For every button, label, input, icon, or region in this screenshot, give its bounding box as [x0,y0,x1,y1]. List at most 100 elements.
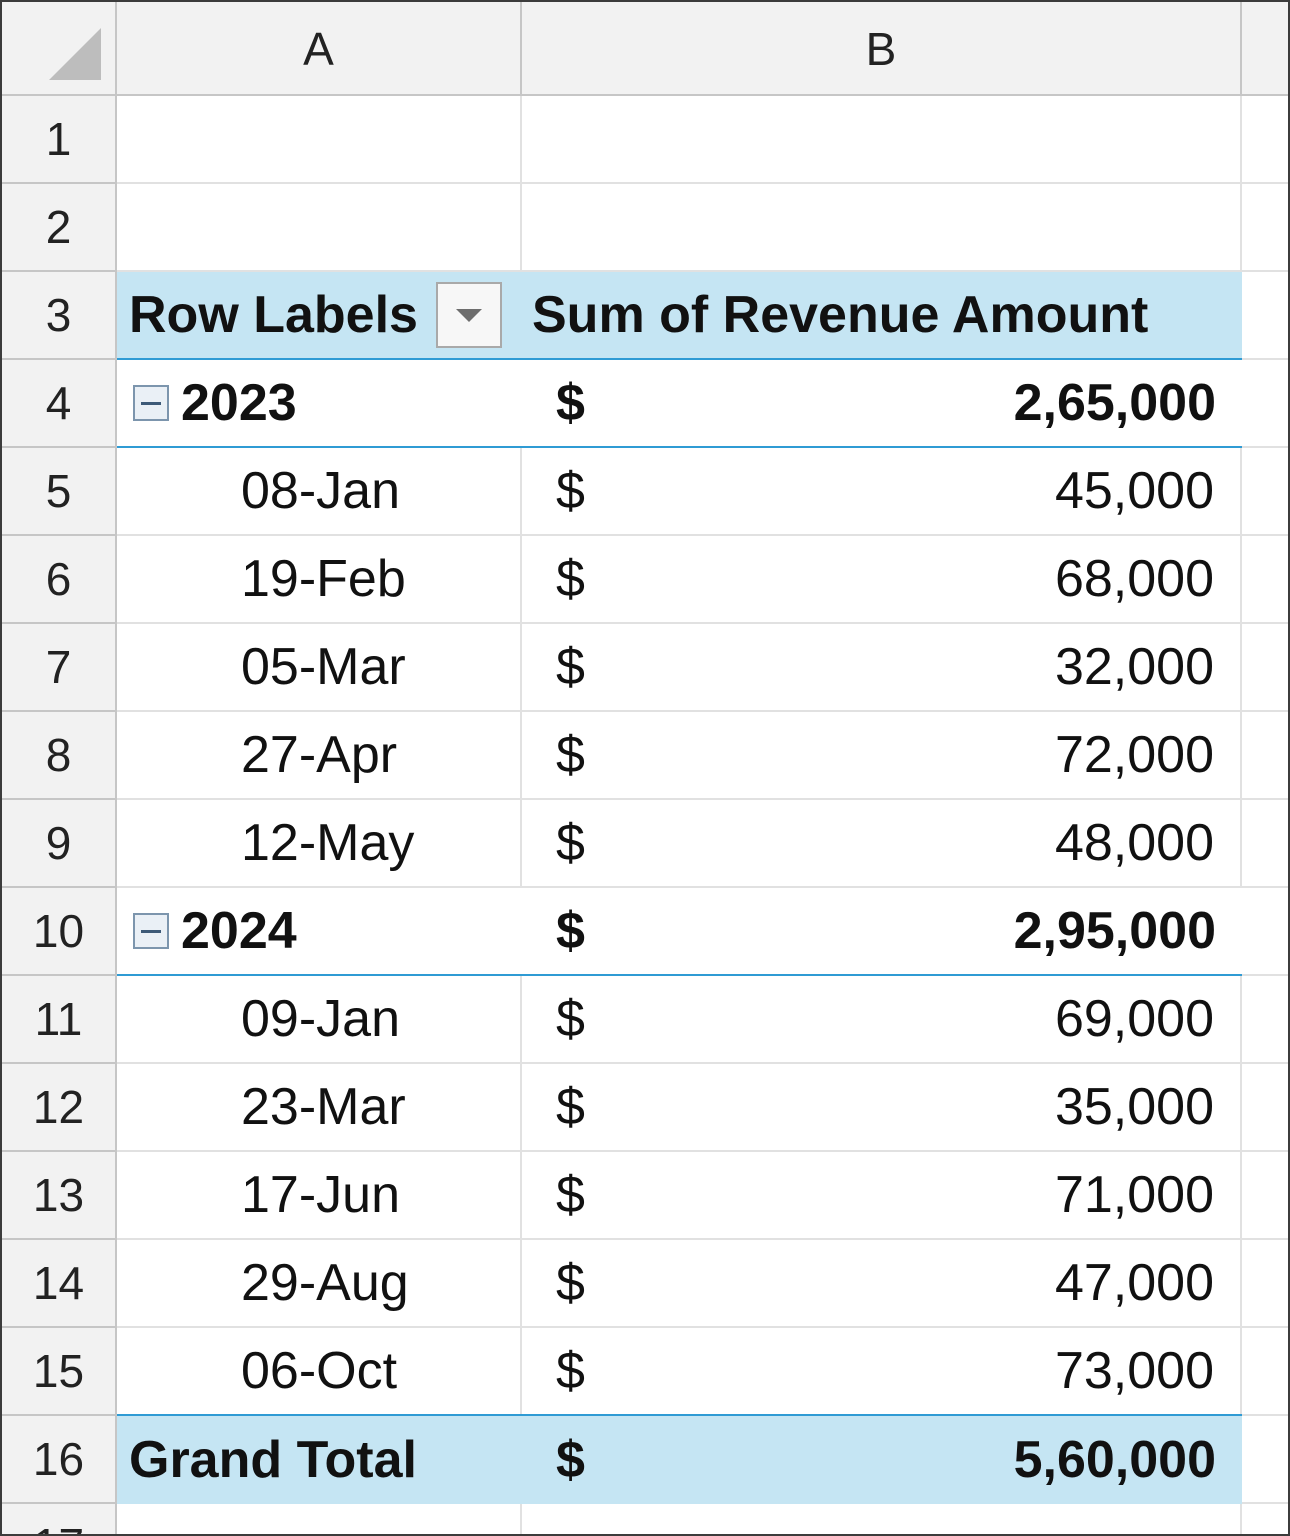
item-label-cell[interactable]: 19-Feb [117,536,522,624]
row-header-1[interactable]: 1 [2,96,117,184]
pivot-header-values[interactable]: Sum of Revenue Amount [522,272,1242,360]
column-header-c[interactable] [1242,2,1288,96]
cell-c1[interactable] [1242,96,1288,184]
item-value: 71,000 [1054,1166,1214,1224]
row-header-5[interactable]: 5 [2,448,117,536]
row-header-8[interactable]: 8 [2,712,117,800]
collapse-minus-icon[interactable] [133,385,169,421]
row-header-2[interactable]: 2 [2,184,117,272]
cell-a2[interactable] [117,184,522,272]
row-header-12[interactable]: 12 [2,1064,117,1152]
item-value-cell[interactable]: $32,000 [522,624,1242,712]
currency-symbol: $ [556,462,585,520]
cell-c12[interactable] [1242,1064,1288,1152]
row-header-13[interactable]: 13 [2,1152,117,1240]
item-value-cell[interactable]: $47,000 [522,1240,1242,1328]
cell-c9[interactable] [1242,800,1288,888]
cell-c2[interactable] [1242,184,1288,272]
item-value: 48,000 [1054,814,1214,872]
row-header-9[interactable]: 9 [2,800,117,888]
item-label-cell[interactable]: 27-Apr [117,712,522,800]
grand-total-label[interactable]: Grand Total [117,1414,522,1504]
currency-symbol: $ [556,814,585,872]
item-value-cell[interactable]: $35,000 [522,1064,1242,1152]
item-value: 68,000 [1054,550,1214,608]
row-header-17[interactable]: 17 [2,1504,117,1534]
cell-c13[interactable] [1242,1152,1288,1240]
select-all-corner[interactable] [2,2,117,96]
row-header-7[interactable]: 7 [2,624,117,712]
group-2024-label-cell[interactable]: 2024 [117,888,522,976]
currency-symbol: $ [556,1342,585,1400]
item-value: 45,000 [1054,462,1214,520]
cell-c14[interactable] [1242,1240,1288,1328]
row-header-11[interactable]: 11 [2,976,117,1064]
item-label-cell[interactable]: 29-Aug [117,1240,522,1328]
row-header-6[interactable]: 6 [2,536,117,624]
group-total-value: 2,65,000 [1013,374,1216,432]
cell-c17[interactable] [1242,1504,1288,1534]
row-header-3[interactable]: 3 [2,272,117,360]
cell-c16[interactable] [1242,1416,1288,1504]
cell-c11[interactable] [1242,976,1288,1064]
item-value-cell[interactable]: $71,000 [522,1152,1242,1240]
currency-symbol: $ [556,1254,585,1312]
cell-c6[interactable] [1242,536,1288,624]
item-label-cell[interactable]: 17-Jun [117,1152,522,1240]
collapse-minus-icon[interactable] [133,913,169,949]
cell-c7[interactable] [1242,624,1288,712]
currency-symbol: $ [556,726,585,784]
group-2024-total-cell[interactable]: $ 2,95,000 [522,888,1242,976]
currency-symbol: $ [556,1431,585,1489]
grand-total-value: 5,60,000 [1013,1431,1216,1489]
item-label-cell[interactable]: 05-Mar [117,624,522,712]
currency-symbol: $ [556,1166,585,1224]
column-header-a[interactable]: A [117,2,522,96]
item-label-cell[interactable]: 06-Oct [117,1328,522,1416]
cell-b2[interactable] [522,184,1242,272]
item-value-cell[interactable]: $48,000 [522,800,1242,888]
row-labels-text: Row Labels [129,286,418,344]
cell-a17[interactable] [117,1504,522,1534]
group-label: 2024 [181,902,297,960]
item-value-cell[interactable]: $68,000 [522,536,1242,624]
cell-c15[interactable] [1242,1328,1288,1416]
cell-b1[interactable] [522,96,1242,184]
currency-symbol: $ [556,902,585,960]
row-header-4[interactable]: 4 [2,360,117,448]
pivot-header-row-labels[interactable]: Row Labels [117,272,522,360]
item-label-cell[interactable]: 23-Mar [117,1064,522,1152]
cell-c4[interactable] [1242,360,1288,448]
item-value: 72,000 [1054,726,1214,784]
item-value: 35,000 [1054,1078,1214,1136]
currency-symbol: $ [556,638,585,696]
cell-a1[interactable] [117,96,522,184]
item-label-cell[interactable]: 08-Jan [117,448,522,536]
cell-c10[interactable] [1242,888,1288,976]
item-label-cell[interactable]: 12-May [117,800,522,888]
cell-b17[interactable] [522,1504,1242,1534]
row-header-10[interactable]: 10 [2,888,117,976]
column-header-b[interactable]: B [522,2,1242,96]
cell-c3[interactable] [1242,272,1288,360]
cell-c8[interactable] [1242,712,1288,800]
currency-symbol: $ [556,374,585,432]
row-header-16[interactable]: 16 [2,1416,117,1504]
item-value: 73,000 [1054,1342,1214,1400]
row-labels-filter-button[interactable] [435,282,502,348]
group-2023-label-cell[interactable]: 2023 [117,360,522,448]
item-value-cell[interactable]: $72,000 [522,712,1242,800]
row-header-15[interactable]: 15 [2,1328,117,1416]
item-value: 69,000 [1054,990,1214,1048]
item-value-cell[interactable]: $73,000 [522,1328,1242,1416]
grand-total-value-cell[interactable]: $ 5,60,000 [522,1414,1242,1504]
cell-c5[interactable] [1242,448,1288,536]
row-header-14[interactable]: 14 [2,1240,117,1328]
group-2023-total-cell[interactable]: $ 2,65,000 [522,360,1242,448]
item-value-cell[interactable]: $69,000 [522,976,1242,1064]
item-label-cell[interactable]: 09-Jan [117,976,522,1064]
select-all-triangle-icon [49,28,101,80]
item-value-cell[interactable]: $45,000 [522,448,1242,536]
group-label: 2023 [181,374,297,432]
